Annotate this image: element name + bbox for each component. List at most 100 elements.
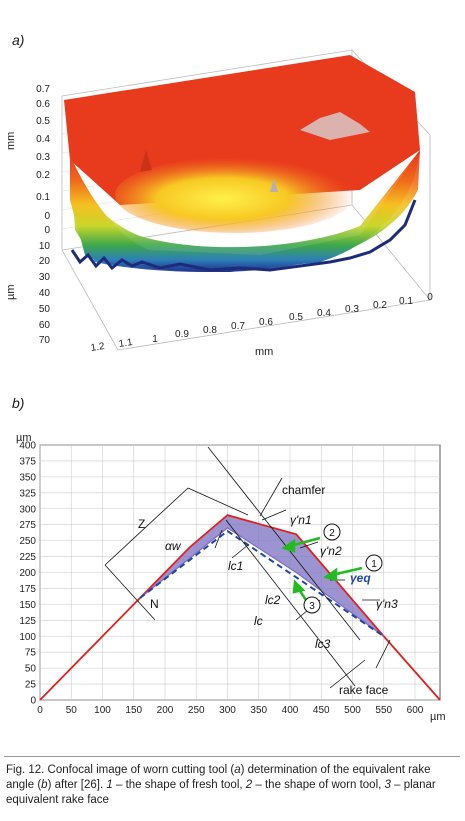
gamma-eq-label: γeq xyxy=(350,571,371,585)
gamma-n2-label: γ'n2 xyxy=(320,544,342,558)
x-tick-label: 150 xyxy=(125,705,142,716)
caption-text: ) after [26]. xyxy=(47,779,107,791)
panel-a-label: a) xyxy=(12,32,25,48)
depth-tick: 10 xyxy=(39,241,51,252)
x-tick: 0 xyxy=(427,292,433,303)
lc2-label: lc2 xyxy=(265,593,281,607)
x-tick: 0.1 xyxy=(399,296,413,307)
x-tick-label: 300 xyxy=(219,705,236,716)
caption-a: a xyxy=(234,764,241,776)
y-tick-label: 100 xyxy=(19,632,36,643)
depth-tick: 30 xyxy=(39,272,51,283)
x-tick: 0.9 xyxy=(175,329,189,340)
y-tick-label: 200 xyxy=(19,568,36,579)
green-arrows xyxy=(281,536,363,601)
x-tick-label: 0 xyxy=(37,705,43,716)
y-tick-label: 275 xyxy=(19,520,36,531)
z-label: Z xyxy=(138,517,145,531)
x-tick-label: 400 xyxy=(282,705,299,716)
rake-face-label: rake face xyxy=(339,683,389,697)
y-axis-unit: µm xyxy=(16,432,32,444)
gamma-n1-label: γ'n1 xyxy=(290,513,312,527)
z-tick: 0.5 xyxy=(36,116,50,127)
x-axis-unit: mm xyxy=(255,346,273,358)
fresh-tool-profile xyxy=(39,514,441,701)
x-tick-label: 200 xyxy=(157,705,174,716)
worn-area xyxy=(140,515,384,637)
caption-text: ) determination of the equivalent rake a… xyxy=(6,764,431,791)
x-tick: 0.7 xyxy=(231,321,245,332)
n-label: N xyxy=(150,597,159,611)
x-tick: 0.8 xyxy=(203,325,217,336)
y-tick-label: 225 xyxy=(19,552,36,563)
y-tick-label: 300 xyxy=(19,504,36,515)
gamma-n3-label: γ'n3 xyxy=(376,597,398,611)
z-tick: 0.6 xyxy=(36,99,50,110)
panel-b-label: b) xyxy=(12,395,25,411)
y-tick-label: 325 xyxy=(19,488,36,499)
x-tick-label: 600 xyxy=(407,705,424,716)
marker-2: 2 xyxy=(323,523,341,541)
z-tick: 0 xyxy=(44,211,50,222)
depth-tick: 50 xyxy=(39,304,51,315)
marker-1-label: 1 xyxy=(371,559,377,570)
z-tick: 0.3 xyxy=(36,152,50,163)
y-tick-label: 175 xyxy=(19,584,36,595)
x-tick-label: 550 xyxy=(375,705,392,716)
marker-3-label: 3 xyxy=(309,601,315,612)
y-tick-label: 350 xyxy=(19,472,36,483)
y-tick-label: 375 xyxy=(19,456,36,467)
y-tick-label: 150 xyxy=(19,600,36,611)
worn-tool-profile xyxy=(139,527,385,637)
chamfer-label: chamfer xyxy=(282,483,325,497)
figure-caption: Fig. 12. Confocal image of worn cutting … xyxy=(6,763,458,808)
x-tick-label: 500 xyxy=(344,705,361,716)
y-tick-label: 400 xyxy=(19,441,36,452)
x-tick-label: 450 xyxy=(313,705,330,716)
depth-axis-unit: µm xyxy=(5,284,17,300)
chart-ticks: 0 50 100 150 200 250 300 350 400 450 500 550 600 0 25 5… xyxy=(19,441,423,717)
x-tick-label: 50 xyxy=(66,705,78,716)
caption-n2: 2 xyxy=(245,779,253,791)
x-tick: 1.1 xyxy=(118,337,134,350)
z-axis-unit: mm xyxy=(5,132,17,150)
chart-grid xyxy=(39,444,441,701)
x-tick-label: 350 xyxy=(250,705,267,716)
caption-text: – planar equivalent rake face xyxy=(6,779,436,806)
caption-text: – the shape of fresh tool, xyxy=(112,779,246,791)
depth-tick: 70 xyxy=(39,335,51,346)
confocal-surface-plot: 0.7 0.6 0.5 0.4 0.3 0.2 0.1 0 mm 0 10 20… xyxy=(5,49,433,358)
caption-divider xyxy=(4,756,460,757)
caption-n3: 3 xyxy=(384,779,391,791)
caption-text: – the shape of worn tool, xyxy=(252,779,385,791)
x-tick: 0.2 xyxy=(373,300,387,311)
y-tick-label: 0 xyxy=(30,696,36,707)
marker-2-label: 2 xyxy=(329,528,335,539)
depth-tick: 60 xyxy=(39,320,51,331)
z-tick: 0.1 xyxy=(36,192,50,203)
x-axis-unit: µm xyxy=(430,711,446,723)
construction-lines xyxy=(104,446,366,689)
z-tick: 0.7 xyxy=(36,84,50,95)
lc1-label: lc1 xyxy=(228,559,243,573)
marker-3: 3 xyxy=(303,596,321,614)
x-tick: 1.2 xyxy=(90,341,106,354)
alpha-w-label: αw xyxy=(165,539,182,553)
lc3-label: lc3 xyxy=(315,637,331,651)
z-tick: 0.2 xyxy=(36,170,50,181)
x-tick: 0.3 xyxy=(345,304,359,315)
caption-b: b xyxy=(41,779,48,791)
leader-lines xyxy=(214,509,391,669)
x-tick-label: 100 xyxy=(94,705,111,716)
caption-n1: 1 xyxy=(106,779,113,791)
depth-tick: 0 xyxy=(44,225,50,236)
x-tick-label: 250 xyxy=(188,705,205,716)
y-tick-label: 25 xyxy=(25,680,37,691)
x-tick: 0.5 xyxy=(289,312,303,323)
rake-angle-chart: 0 50 100 150 200 250 300 350 400 450 500 550 600 0 25 5… xyxy=(16,432,446,723)
marker-1: 1 xyxy=(365,554,383,572)
y-tick-label: 125 xyxy=(19,616,36,627)
y-tick-label: 75 xyxy=(25,648,37,659)
equivalent-rake-face xyxy=(139,529,385,638)
y-tick-label: 50 xyxy=(25,664,37,675)
